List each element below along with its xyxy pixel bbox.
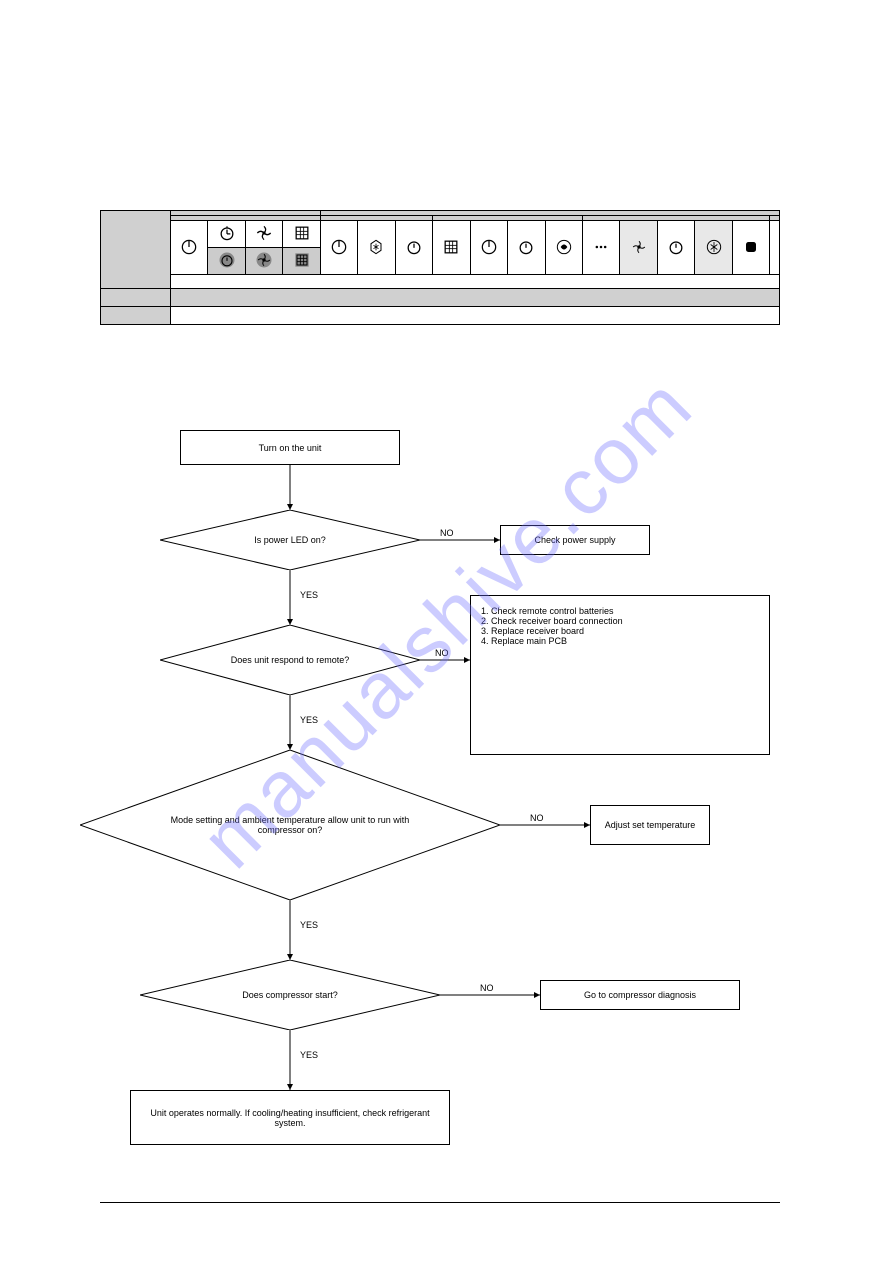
flow-d2-no-box: 1. Check remote control batteries 2. Che… (470, 595, 770, 755)
flow-d4-no-box: Go to compressor diagnosis (540, 980, 740, 1010)
icon-fan-small (620, 221, 657, 275)
flow-d3-no-label: NO (530, 813, 544, 823)
icon-defrost (358, 221, 395, 275)
table-bottom-stub-2 (101, 307, 171, 325)
icon-power-3 (470, 221, 507, 275)
icon-square (732, 221, 769, 275)
flow-d1-yes-label: YES (300, 590, 318, 600)
flowchart: Turn on the unit Is power LED on? Check … (100, 430, 780, 1190)
icon-dots (582, 221, 619, 275)
flow-d4: Does compressor start? (140, 960, 440, 1030)
indicator-table (100, 210, 780, 325)
icon-filter (283, 221, 320, 248)
table-bottom-span-1 (171, 289, 780, 307)
icon-timer-on (208, 221, 245, 248)
flow-start: Turn on the unit (180, 430, 400, 465)
flow-d2-no-label: NO (435, 648, 449, 658)
flow-d3-no-box: Adjust set temperature (590, 805, 710, 845)
flow-d2-yes-label: YES (300, 715, 318, 725)
icon-power-2 (320, 221, 357, 275)
table-empty-row (171, 275, 780, 289)
flow-d3-label: Mode setting and ambient temperature all… (164, 815, 416, 835)
icon-fan-dark (245, 248, 282, 275)
icon-defrost-2 (695, 221, 732, 275)
icon-timer-2 (395, 221, 432, 275)
flow-d2-label: Does unit respond to remote? (186, 655, 394, 665)
icon-fan (245, 221, 282, 248)
table-bottom-stub-1 (101, 289, 171, 307)
icon-filter-2 (433, 221, 470, 275)
icon-timer-4 (657, 221, 694, 275)
flow-d2: Does unit respond to remote? (160, 625, 420, 695)
flow-d1-no-label: NO (440, 528, 454, 538)
table-end-cell (770, 221, 780, 275)
flow-d4-no-label: NO (480, 983, 494, 993)
table-stub-header (101, 211, 171, 289)
flow-d4-yes-label: YES (300, 1050, 318, 1060)
icon-timer-dark (208, 248, 245, 275)
table-bottom-span-2 (171, 307, 780, 325)
flow-d3: Mode setting and ambient temperature all… (80, 750, 500, 900)
flow-d1: Is power LED on? (160, 510, 420, 570)
flow-d4-label: Does compressor start? (170, 990, 410, 1000)
flow-d1-no-box: Check power supply (500, 525, 650, 555)
icon-filter-dark (283, 248, 320, 275)
icon-turbo (545, 221, 582, 275)
page-footer-rule (100, 1202, 780, 1203)
icon-timer-3 (508, 221, 545, 275)
flow-end: Unit operates normally. If cooling/heati… (130, 1090, 450, 1145)
flow-d1-label: Is power LED on? (186, 535, 394, 545)
flow-d3-yes-label: YES (300, 920, 318, 930)
page-content: Turn on the unit Is power LED on? Check … (0, 0, 893, 1263)
icon-power (171, 221, 208, 275)
